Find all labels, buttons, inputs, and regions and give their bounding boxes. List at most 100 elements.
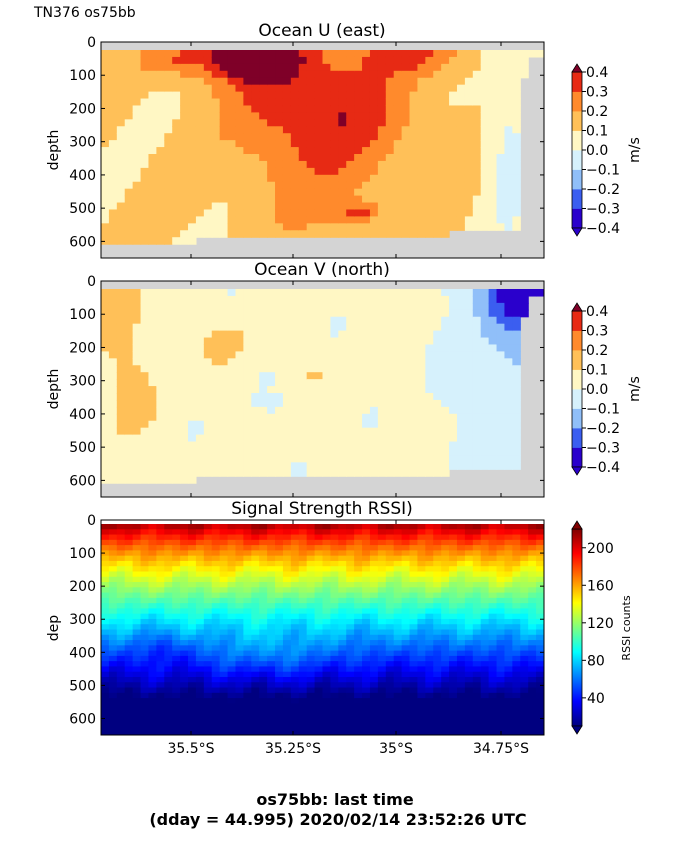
colorbar-tick-label: 0.4: [586, 65, 608, 81]
heatmap-cell: [322, 302, 332, 311]
heatmap-cell: [180, 386, 189, 394]
heatmap-cell: [417, 188, 426, 197]
heatmap-cell: [164, 434, 173, 443]
heatmap-cell: [362, 441, 371, 450]
heatmap-cell: [433, 188, 442, 197]
heatmap-cell: [101, 441, 110, 450]
heatmap-cell: [354, 112, 363, 120]
heatmap-cell: [116, 70, 126, 79]
heatmap-cell: [156, 582, 165, 588]
heatmap-cell: [108, 160, 118, 169]
heatmap-cell: [322, 650, 332, 657]
heatmap-cell: [314, 230, 324, 238]
heatmap-cell: [203, 645, 213, 652]
heatmap-cell: [132, 613, 142, 620]
heatmap-cell: [116, 195, 126, 204]
heatmap-cell: [108, 91, 118, 100]
heatmap-cell: [425, 386, 434, 394]
heatmap-cell: [488, 344, 498, 352]
heatmap-cell: [314, 676, 324, 683]
heatmap-cell: [282, 666, 292, 673]
heatmap-cell: [480, 555, 490, 562]
heatmap-cell: [456, 618, 466, 625]
heatmap-cell: [441, 140, 450, 148]
heatmap-cell: [211, 386, 221, 394]
heatmap-cell: [140, 692, 150, 699]
heatmap-cell: [417, 441, 426, 450]
heatmap-cell: [393, 597, 403, 604]
heatmap-cell: [456, 576, 466, 583]
heatmap-cell: [314, 289, 324, 297]
heatmap-cell: [124, 147, 134, 155]
heatmap-cell: [369, 358, 379, 366]
heatmap-cell: [243, 358, 252, 366]
heatmap-cell: [393, 469, 403, 477]
heatmap-cell: [441, 223, 450, 231]
heatmap-cell: [172, 713, 181, 720]
heatmap-cell: [195, 729, 205, 735]
heatmap-cell: [417, 344, 426, 352]
heatmap-cell: [488, 386, 498, 394]
heatmap-cell: [116, 469, 126, 477]
heatmap-cell: [116, 223, 126, 231]
heatmap-cell: [251, 195, 260, 204]
heatmap-cell: [456, 634, 466, 641]
heatmap-cell: [433, 729, 442, 735]
heatmap-cell: [132, 603, 142, 610]
heatmap-cell: [188, 608, 197, 615]
heatmap-cell: [156, 330, 165, 339]
heatmap-cell: [180, 393, 189, 401]
heatmap-cell: [298, 613, 308, 620]
heatmap-cell: [385, 302, 395, 311]
heatmap-cell: [156, 167, 165, 176]
heatmap-cell: [480, 629, 490, 636]
heatmap-cell: [354, 682, 363, 689]
heatmap-cell: [346, 566, 355, 573]
heatmap-cell: [219, 708, 229, 715]
heatmap-cell: [140, 724, 150, 731]
heatmap-cell: [203, 344, 213, 352]
heatmap-cell: [156, 555, 165, 562]
heatmap-cell: [235, 188, 244, 197]
heatmap-cell: [354, 671, 363, 678]
heatmap-cell: [290, 608, 300, 615]
heatmap-cell: [377, 661, 387, 668]
heatmap-cell: [512, 330, 521, 339]
heatmap-cell: [124, 476, 134, 484]
heatmap-cell: [235, 687, 244, 694]
heatmap-cell: [464, 316, 474, 325]
heatmap-cell: [219, 576, 229, 583]
heatmap-cell: [425, 441, 434, 450]
heatmap-cell: [409, 566, 419, 573]
heatmap-cell: [464, 154, 474, 162]
heatmap-cell: [369, 587, 379, 594]
heatmap-cell: [298, 692, 308, 699]
heatmap-cell: [409, 469, 419, 477]
heatmap-cell: [188, 84, 197, 93]
heatmap-cell: [219, 379, 229, 387]
heatmap-cell: [409, 323, 419, 332]
heatmap-cell: [267, 174, 276, 183]
heatmap-cell: [322, 571, 332, 578]
heatmap-cell: [401, 202, 411, 211]
heatmap-cell: [472, 529, 482, 536]
heatmap-cell: [520, 50, 529, 58]
heatmap-cell: [275, 209, 284, 217]
heatmap-cell: [480, 566, 490, 573]
heatmap-cell: [195, 550, 205, 557]
heatmap-cell: [235, 216, 244, 224]
heatmap-cell: [172, 337, 181, 346]
heatmap-cell: [496, 289, 506, 297]
heatmap-cell: [180, 634, 189, 641]
heatmap-cell: [306, 98, 316, 107]
heatmap-cell: [140, 126, 150, 134]
heatmap-cell: [298, 545, 308, 551]
heatmap-cell: [330, 358, 339, 366]
heatmap-cell: [362, 91, 371, 100]
heatmap-cell: [164, 448, 173, 456]
heatmap-cell: [132, 534, 142, 541]
heatmap-cell: [282, 98, 292, 107]
heatmap-cell: [401, 539, 411, 546]
heatmap-cell: [195, 566, 205, 573]
